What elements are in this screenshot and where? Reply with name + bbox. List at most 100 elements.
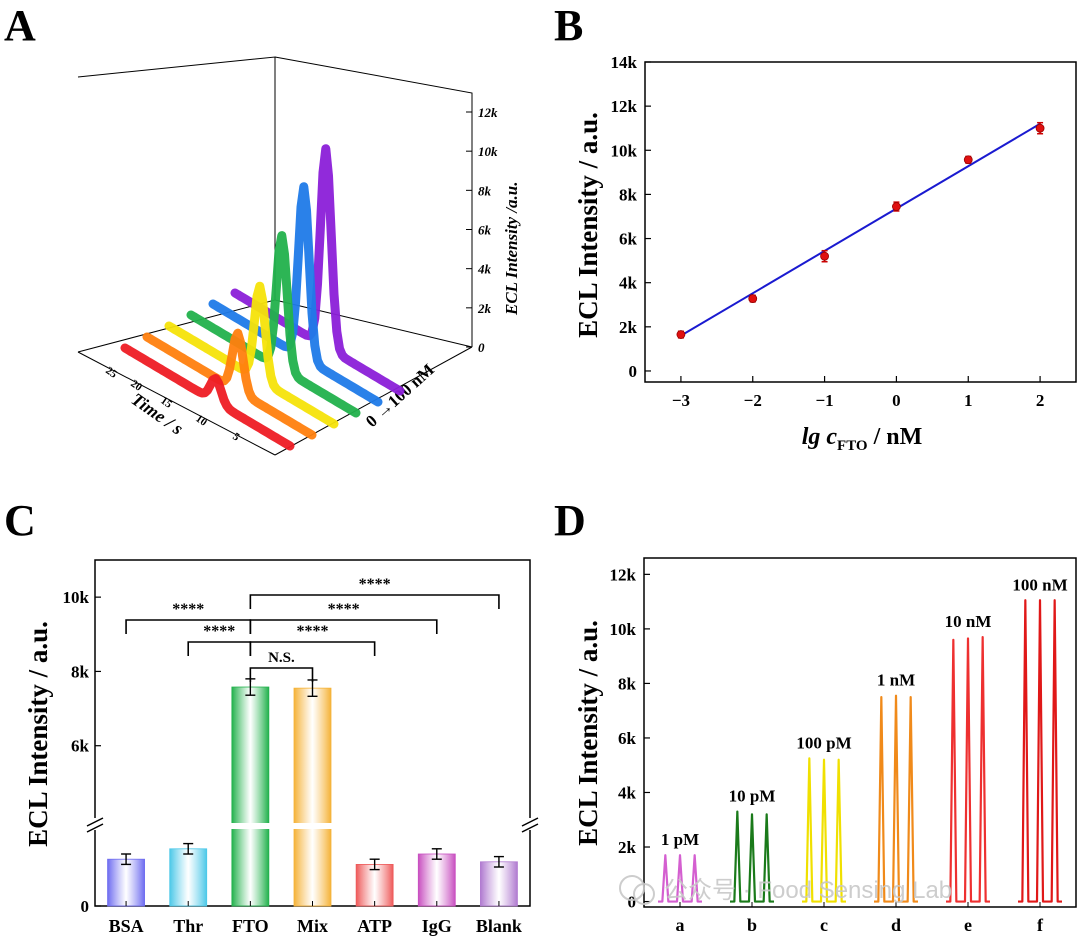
b-x-tick-label: −1 [815,391,833,410]
a-z-tick-label: 10k [478,144,498,159]
a-time-tick-label: 25 [103,365,119,381]
c-axis-break-gap [522,818,538,830]
c-category-label: IgG [422,916,452,936]
b-data-point [963,155,973,165]
a-time-tick-label: 10 [193,413,209,429]
panel-d-chart: 0 2k 4k 6k 8k 10k 12k a 1 pM b 10 pM c 100 pM d 1 nM e 1… [573,557,1077,935]
c-bar-igg [417,853,456,907]
b-x-tick-label: −2 [744,391,762,410]
c-axis-break-mark [86,823,104,833]
c-bar-break-gap [293,823,332,829]
d-group-label: f [1037,915,1044,935]
a-ecl-ribbon-1 [142,328,317,440]
d-y-tick-label: 8k [618,674,637,693]
d-ecl-trace-a [658,854,702,903]
b-fit-line [680,122,1041,337]
c-axis-break-gap [87,818,103,830]
c-axis-break-mark [521,823,539,833]
d-ecl-trace-b [730,810,774,903]
axis-back-wall [77,56,276,353]
c-significance-label: **** [297,623,329,640]
c-y-axis-label: ECL Intensity / a.u. [23,621,53,847]
b-x-label-sub: FTO [837,438,868,454]
c-significance-label: **** [203,623,235,640]
d-conc-label: 1 pM [661,830,699,849]
c-axis-break-mark [521,817,539,827]
c-category-label: Blank [476,916,522,936]
b-data-point [748,294,758,303]
c-bar-thr [169,848,208,907]
c-category-label: Thr [173,916,203,936]
d-group-label: e [964,915,972,935]
d-y-tick-label: 0 [628,893,637,912]
panel-c-chart: 0 6k 8k 10k BSA Thr FTO Mix ATP IgG Blank **** **** *… [23,559,539,936]
a-z-tick-label: 0 [478,340,485,355]
c-category-label: ATP [357,916,392,936]
d-y-tick-label: 12k [610,565,637,584]
a-ecl-ribbon-3 [186,231,361,418]
panel-label-c: C [4,496,36,545]
d-plot-frame [643,557,1077,908]
b-x-label-tail: / nM [868,424,923,450]
b-y-tick-label: 0 [629,362,638,381]
c-significance-bracket [249,641,376,656]
d-group-label: a [676,915,685,935]
a-z-tick-label: 2k [477,301,492,316]
c-category-label: FTO [232,916,269,936]
panel-label-d: D [554,496,586,545]
d-y-tick-label: 10k [610,620,637,639]
d-ecl-trace-d [874,694,918,903]
panel-label-b: B [554,1,583,50]
b-x-tick-label: 1 [964,391,973,410]
b-y-tick-label: 12k [611,97,638,116]
a-ecl-ribbon-2 [164,281,339,429]
b-data-point [820,251,829,261]
b-y-tick-label: 4k [619,274,638,293]
b-data-point [1035,123,1045,133]
d-y-axis-label: ECL Intensity / a.u. [573,620,603,846]
a-z-tick-label: 4k [477,262,492,277]
d-group-label: d [891,915,901,935]
d-y-tick-label: 2k [618,838,637,857]
panel-b-chart: 0 2k 4k 6k 8k 10k 12k 14k −3 −2 −1 0 1 2 ECL Intensity… [573,53,1077,454]
a-ecl-ribbon-4 [208,182,383,407]
b-data-point [676,330,686,339]
a-z-tick-label: 6k [478,223,492,238]
d-group-label: c [820,915,828,935]
b-x-tick-label: −3 [672,391,690,410]
c-y-tick-label: 6k [71,737,90,756]
c-y-tick-label: 8k [71,662,90,681]
axis-floor-left [77,351,276,456]
d-conc-label: 10 pM [729,787,776,806]
b-plot-frame [644,61,1077,383]
c-category-label: Mix [297,916,328,936]
c-significance-label: **** [172,601,204,618]
c-significance-bracket [249,594,500,609]
a-z-tick-label: 8k [478,183,492,198]
d-conc-label: 100 pM [796,733,851,752]
c-significance-label: **** [359,576,391,593]
b-y-tick-label: 10k [611,141,638,160]
c-bar-fto [231,686,270,907]
d-y-tick-label: 6k [618,729,637,748]
b-y-tick-label: 6k [619,230,638,249]
c-bar-atp [355,864,394,907]
a-z-axis-label: ECL Intensity /a.u. [502,181,521,316]
c-bar-break-gap [230,823,270,829]
watermark: 公众号 · Food Sensing Lab [619,875,952,905]
b-y-axis-label: ECL Intensity / a.u. [573,112,603,338]
c-axis-break-mark [86,817,104,827]
d-y-tick-label: 4k [618,783,637,802]
c-y-tick-label: 0 [81,897,90,916]
c-significance-bracket [249,667,314,682]
c-category-label: BSA [109,916,144,936]
c-significance-label: N.S. [268,650,295,666]
d-ecl-trace-f [1018,599,1062,903]
b-y-tick-label: 14k [611,53,638,72]
b-x-label-main: lg c [802,424,838,450]
b-x-axis-label: lg cFTO / nM [802,424,923,454]
d-conc-label: 100 nM [1012,575,1067,594]
a-time-tick-label: 5 [230,431,242,444]
